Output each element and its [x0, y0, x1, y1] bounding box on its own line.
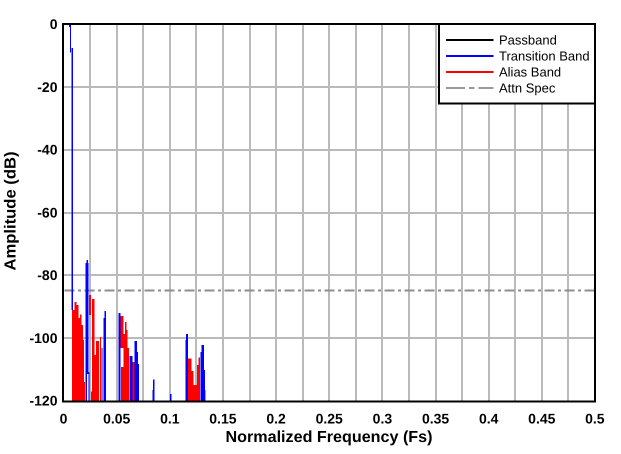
- svg-text:0.5: 0.5: [585, 410, 605, 426]
- svg-text:-100: -100: [29, 330, 57, 346]
- svg-text:-60: -60: [37, 204, 57, 220]
- svg-text:0.45: 0.45: [528, 410, 555, 426]
- svg-text:-40: -40: [37, 142, 57, 158]
- svg-text:0.25: 0.25: [316, 410, 343, 426]
- svg-text:-80: -80: [37, 267, 57, 283]
- svg-text:0.3: 0.3: [373, 410, 393, 426]
- svg-text:0: 0: [60, 410, 68, 426]
- svg-text:Transition Band: Transition Band: [499, 49, 590, 64]
- svg-text:0.15: 0.15: [209, 410, 236, 426]
- svg-text:Amplitude (dB): Amplitude (dB): [3, 152, 20, 271]
- svg-text:Attn Spec: Attn Spec: [499, 81, 556, 96]
- svg-text:0.35: 0.35: [422, 410, 449, 426]
- svg-text:0.4: 0.4: [479, 410, 499, 426]
- svg-text:-120: -120: [29, 393, 57, 409]
- svg-text:0.1: 0.1: [160, 410, 180, 426]
- svg-text:0.2: 0.2: [266, 410, 286, 426]
- svg-text:Alias Band: Alias Band: [499, 65, 561, 80]
- svg-text:Passband: Passband: [499, 33, 557, 48]
- svg-text:0: 0: [50, 16, 58, 32]
- svg-text:0.05: 0.05: [103, 410, 130, 426]
- svg-text:-20: -20: [37, 79, 57, 95]
- svg-text:Normalized Frequency (Fs): Normalized Frequency (Fs): [226, 429, 433, 446]
